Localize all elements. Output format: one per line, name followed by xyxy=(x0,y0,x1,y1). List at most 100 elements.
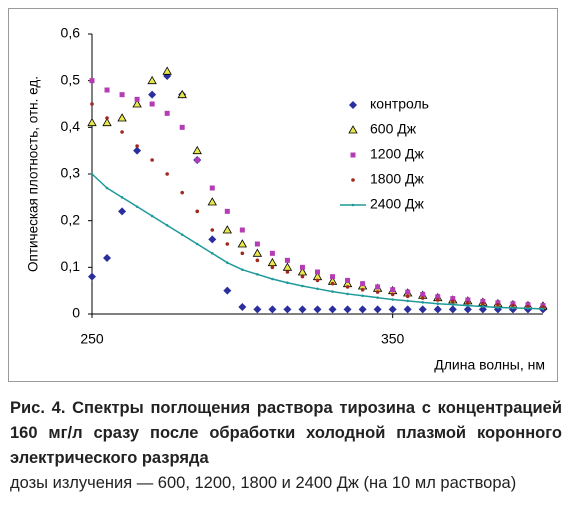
data-point xyxy=(225,242,230,246)
data-point xyxy=(238,303,247,311)
data-point xyxy=(253,305,262,314)
data-point xyxy=(465,297,471,303)
data-point xyxy=(210,228,215,232)
data-point xyxy=(481,301,485,306)
data-point xyxy=(420,296,425,300)
data-point xyxy=(117,113,127,122)
legend-swatch xyxy=(348,125,358,134)
data-point xyxy=(450,296,456,302)
data-point xyxy=(148,90,157,99)
data-point xyxy=(271,277,274,281)
data-point xyxy=(194,157,200,163)
x-axis-label: Длина волны, нм xyxy=(434,357,545,373)
data-point xyxy=(285,270,290,274)
legend-swatch xyxy=(351,178,355,182)
data-point xyxy=(165,172,169,176)
data-point xyxy=(223,286,232,295)
data-point xyxy=(252,248,263,257)
legend-swatch xyxy=(351,203,355,207)
data-point xyxy=(87,117,97,127)
legend-label: 2400 Дж xyxy=(370,196,425,212)
data-point xyxy=(481,305,485,308)
caption-title: Рис. 4. Спектры поглощения раствора тиро… xyxy=(10,399,562,467)
data-point xyxy=(451,299,455,304)
data-point xyxy=(328,305,337,314)
data-point xyxy=(195,242,199,246)
data-point xyxy=(480,298,486,304)
data-point xyxy=(511,306,515,310)
data-point xyxy=(241,268,244,271)
data-point xyxy=(360,287,365,292)
data-point xyxy=(282,262,293,271)
data-point xyxy=(120,196,124,199)
data-point xyxy=(391,298,394,301)
data-point xyxy=(346,292,349,296)
data-point xyxy=(286,281,289,285)
data-point xyxy=(135,205,139,208)
data-point xyxy=(135,144,139,148)
data-point xyxy=(133,146,142,155)
data-point xyxy=(105,116,109,120)
data-point xyxy=(255,258,260,263)
y-tick-label: 0,2 xyxy=(61,211,81,227)
data-point xyxy=(222,225,232,234)
data-point xyxy=(418,305,427,314)
data-point xyxy=(177,89,187,99)
y-tick-label: 0 xyxy=(72,305,80,321)
x-tick-label: 350 xyxy=(381,331,405,347)
data-point xyxy=(388,305,397,314)
data-point xyxy=(510,301,516,307)
data-point xyxy=(192,145,202,155)
data-point xyxy=(195,209,200,214)
x-tick-label: 250 xyxy=(80,331,104,347)
y-axis-label: Оптическая плотность, отн. ед. xyxy=(26,76,41,272)
data-point xyxy=(495,300,501,306)
data-point xyxy=(448,305,457,314)
data-point xyxy=(358,305,367,314)
data-point xyxy=(149,101,155,107)
legend-label: 600 Дж xyxy=(370,121,417,137)
data-point xyxy=(330,274,336,280)
data-point xyxy=(268,305,277,314)
y-tick-label: 0,1 xyxy=(61,258,81,274)
data-point xyxy=(180,190,184,195)
data-point xyxy=(435,294,441,300)
data-point xyxy=(150,214,154,218)
chart: Оптическая плотность, отн. ед. Длина вол… xyxy=(26,25,548,373)
data-point xyxy=(511,303,515,308)
data-point xyxy=(103,254,112,262)
data-point xyxy=(105,186,109,190)
data-point xyxy=(226,261,229,264)
data-point xyxy=(466,304,470,307)
legend-swatch xyxy=(349,101,357,109)
data-point xyxy=(316,287,319,291)
data-point xyxy=(120,130,124,134)
data-point xyxy=(284,257,290,263)
data-point xyxy=(132,99,142,108)
data-point xyxy=(269,250,275,256)
data-point xyxy=(119,92,125,98)
y-tick-label: 0,6 xyxy=(61,25,81,41)
data-point xyxy=(405,294,410,299)
data-point xyxy=(463,305,472,314)
data-point xyxy=(134,96,140,102)
data-point xyxy=(224,208,230,214)
data-point xyxy=(541,307,545,311)
data-point xyxy=(90,102,94,106)
data-point xyxy=(147,75,157,85)
data-point xyxy=(270,265,275,270)
data-point xyxy=(89,78,95,84)
data-point xyxy=(375,284,381,290)
data-point xyxy=(240,251,245,256)
data-point xyxy=(180,233,184,236)
data-point xyxy=(283,305,292,314)
data-point xyxy=(208,235,217,244)
data-point xyxy=(345,277,351,283)
legend-label: 1200 Дж xyxy=(370,146,425,162)
y-tick-label: 0,4 xyxy=(61,118,81,134)
data-point xyxy=(165,224,169,227)
data-point xyxy=(164,110,170,116)
data-point xyxy=(525,302,531,308)
data-point xyxy=(118,207,127,216)
data-point xyxy=(541,305,545,309)
